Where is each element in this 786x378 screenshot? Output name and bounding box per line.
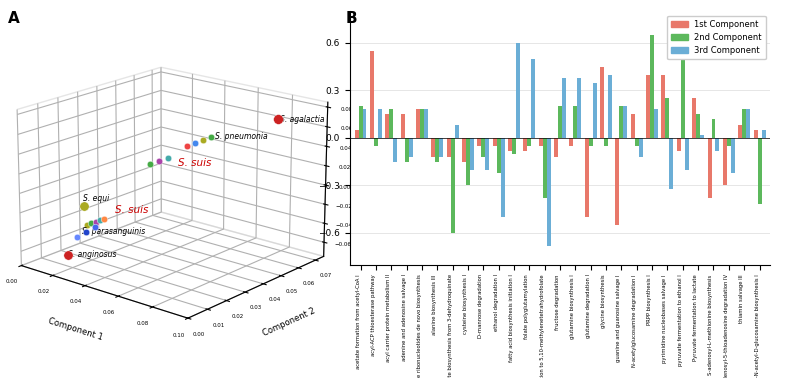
Bar [578, 78, 582, 138]
Bar [508, 138, 512, 151]
Bar [731, 138, 735, 173]
Bar [531, 59, 535, 138]
Bar [424, 110, 428, 138]
Bar [512, 138, 516, 154]
Bar [393, 138, 397, 162]
Bar [405, 138, 409, 162]
Bar [681, 43, 685, 138]
Bar [420, 110, 424, 138]
Bar [615, 138, 619, 225]
Bar [654, 110, 658, 138]
Bar [547, 138, 551, 246]
Bar [758, 138, 762, 204]
Bar [650, 35, 654, 138]
Bar [354, 130, 358, 138]
Bar [374, 138, 378, 146]
Bar [569, 138, 573, 146]
Bar [762, 130, 766, 138]
Bar [485, 138, 489, 170]
Bar [692, 98, 696, 138]
Bar [454, 125, 458, 138]
Y-axis label: Component 2: Component 2 [262, 306, 317, 338]
Bar [432, 138, 435, 157]
Bar [715, 138, 719, 151]
Bar [389, 110, 393, 138]
Bar [746, 110, 750, 138]
Bar [501, 138, 505, 217]
Bar [604, 138, 608, 146]
Bar [416, 110, 420, 138]
Bar [470, 138, 474, 170]
Bar [523, 138, 527, 151]
Bar [677, 138, 681, 151]
Bar [573, 106, 578, 138]
Bar [685, 138, 689, 170]
Bar [635, 138, 639, 146]
Bar [711, 119, 715, 138]
Bar [723, 138, 727, 186]
Bar [466, 138, 470, 186]
Bar [481, 138, 485, 157]
Bar [358, 106, 362, 138]
Bar [450, 138, 454, 233]
Bar [727, 138, 731, 146]
Bar [401, 114, 405, 138]
Bar [477, 138, 481, 146]
Bar [409, 138, 413, 157]
Bar [562, 78, 566, 138]
Bar [538, 138, 542, 146]
Bar [754, 130, 758, 138]
Bar [527, 138, 531, 146]
Bar [670, 138, 674, 189]
Bar [462, 138, 466, 162]
Bar [738, 125, 742, 138]
Bar [707, 138, 711, 198]
Bar [362, 110, 366, 138]
Bar [435, 138, 439, 162]
Bar [593, 82, 597, 138]
Bar [700, 135, 704, 138]
Bar [600, 67, 604, 138]
Bar [623, 106, 627, 138]
Bar [619, 106, 623, 138]
Bar [439, 138, 443, 157]
X-axis label: Component 1: Component 1 [47, 316, 104, 342]
Bar [558, 106, 562, 138]
Bar [446, 138, 450, 157]
Bar [742, 110, 746, 138]
Bar [554, 138, 558, 157]
Bar [696, 114, 700, 138]
Bar [662, 75, 666, 138]
Bar [385, 114, 389, 138]
Text: A: A [8, 11, 20, 26]
Bar [497, 138, 501, 173]
Bar [516, 43, 520, 138]
Bar [646, 75, 650, 138]
Bar [589, 138, 593, 146]
Bar [493, 138, 497, 146]
Bar [585, 138, 589, 217]
Bar [542, 138, 547, 198]
Bar [608, 75, 612, 138]
Bar [378, 110, 382, 138]
Bar [370, 51, 374, 138]
Legend: 1st Component, 2nd Component, 3rd Component: 1st Component, 2nd Component, 3rd Compon… [667, 15, 766, 59]
Bar [666, 98, 670, 138]
Bar [631, 114, 635, 138]
Text: B: B [346, 11, 358, 26]
Bar [639, 138, 643, 157]
